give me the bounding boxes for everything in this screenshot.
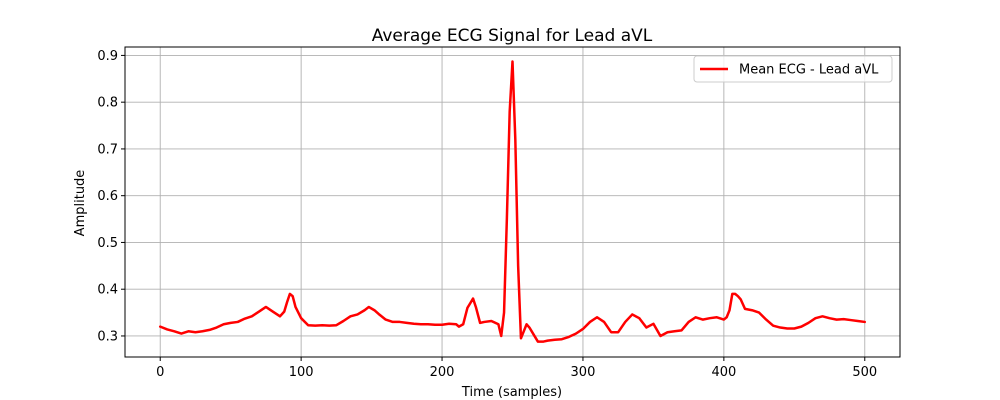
y-tick-label: 0.5 <box>97 236 118 251</box>
y-tick-label: 0.6 <box>97 189 118 204</box>
y-tick-label: 0.4 <box>97 283 118 298</box>
chart-title: Average ECG Signal for Lead aVL <box>372 26 653 46</box>
legend: Mean ECG - Lead aVL <box>693 55 893 83</box>
y-axis-title: Amplitude <box>73 170 88 237</box>
series-line-0 <box>158 60 867 343</box>
legend-label: Mean ECG - Lead aVL <box>739 63 879 78</box>
x-tick-label: 500 <box>852 365 877 380</box>
grid <box>125 47 900 357</box>
y-tick-label: 0.8 <box>97 96 118 111</box>
x-tick-label: 200 <box>430 365 455 380</box>
legend-box <box>693 55 893 83</box>
x-tick-label: 300 <box>571 365 596 380</box>
ticks: 0 100 200 300 400 500 0.3 0.4 0.5 0.6 0.7 0.8 0.9 <box>97 49 877 380</box>
y-tick-label: 0.9 <box>97 49 118 64</box>
x-tick-label: 400 <box>711 365 736 380</box>
series-layer <box>158 60 867 343</box>
x-tick-label: 0 <box>156 365 164 380</box>
plot-frame <box>124 46 901 358</box>
y-tick-label: 0.3 <box>97 329 118 344</box>
x-tick-label: 100 <box>289 365 314 380</box>
x-axis-title: Time (samples) <box>461 385 562 400</box>
y-tick-label: 0.7 <box>97 142 118 157</box>
